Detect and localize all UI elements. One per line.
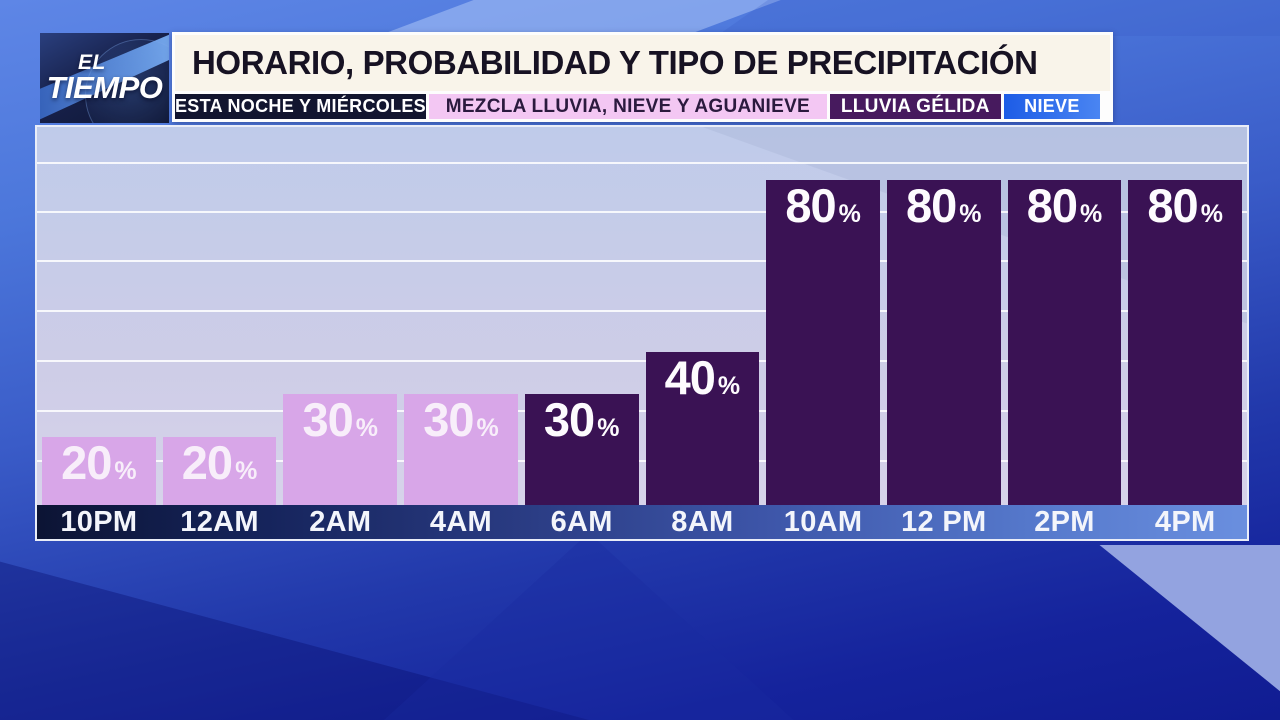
axis-label-12am: 12AM xyxy=(180,505,259,538)
gridline xyxy=(37,360,1247,362)
axis-label-4pm: 4PM xyxy=(1154,505,1216,538)
bar-10pm: 20% xyxy=(42,437,156,505)
axis-label-2am: 2AM xyxy=(309,505,372,538)
bar-value-label: 30% xyxy=(423,393,499,446)
bar-12am: 20% xyxy=(162,436,277,505)
bar-value-label: 30% xyxy=(302,393,379,446)
plot-area: 20% 20% 30% 30% 30% 40% 80% 80% 80% 80% xyxy=(37,127,1247,505)
el-tiempo-logo: EL TIEMPO xyxy=(40,33,169,123)
precipitation-chart: 20% 20% 30% 30% 30% 40% 80% 80% 80% 80% 10PM 12AM 2… xyxy=(35,125,1249,541)
header: HORARIO, PROBABILIDAD Y TIPO DE PRECIPIT… xyxy=(172,32,1113,122)
bar-6am: 30% xyxy=(524,393,639,505)
bar-value-label: 80% xyxy=(1147,179,1223,232)
timeframe-label: ESTA NOCHE Y MIÉRCOLES xyxy=(175,94,426,119)
legend: ESTA NOCHE Y MIÉRCOLES MEZCLA LLUVIA, NIE… xyxy=(175,91,1110,119)
bar-2am: 30% xyxy=(283,393,398,505)
bar-10am: 80% xyxy=(766,180,880,505)
bar-value-label: 30% xyxy=(543,393,620,446)
gridline xyxy=(37,260,1247,262)
axis-label-10am: 10AM xyxy=(783,505,863,538)
bar-12pm: 80% xyxy=(886,179,1001,505)
bar-8am: 40% xyxy=(645,351,760,505)
axis-label-10pm: 10PM xyxy=(60,505,138,538)
gridline xyxy=(37,162,1247,164)
axis-label-6am: 6AM xyxy=(550,505,613,538)
bar-value-label: 40% xyxy=(664,351,741,404)
bar-4am: 30% xyxy=(404,394,518,505)
axis-label-12pm: 12 PM xyxy=(901,505,987,538)
legend-item-freezing-rain: LLUVIA GÉLIDA xyxy=(829,94,1001,119)
bar-value-label: 80% xyxy=(1026,179,1103,232)
bar-2pm: 80% xyxy=(1007,179,1122,505)
bar-value-label: 20% xyxy=(181,436,258,489)
gridline xyxy=(37,310,1247,312)
legend-item-mix: MEZCLA LLUVIA, NIEVE Y AGUANIEVE xyxy=(428,94,827,119)
bar-value-label: 80% xyxy=(906,179,982,232)
x-axis: 10PM 12AM 2AM 4AM 6AM 8AM 10AM 12 PM 2PM 4PM xyxy=(37,505,1247,539)
bar-value-label: 80% xyxy=(785,179,861,232)
title-bar: HORARIO, PROBABILIDAD Y TIPO DE PRECIPIT… xyxy=(175,35,1110,91)
page-title: HORARIO, PROBABILIDAD Y TIPO DE PRECIPIT… xyxy=(192,44,1038,81)
axis-label-2pm: 2PM xyxy=(1034,505,1095,538)
axis-label-8am: 8AM xyxy=(671,505,734,538)
legend-item-snow: NIEVE xyxy=(1003,94,1100,119)
logo-line-el: EL xyxy=(78,51,106,75)
gridline xyxy=(37,410,1247,412)
gridline xyxy=(37,211,1247,213)
logo-line-tiempo: TIEMPO xyxy=(46,70,163,106)
axis-label-4am: 4AM xyxy=(429,505,493,538)
bar-4pm: 80% xyxy=(1128,179,1243,505)
bar-value-label: 20% xyxy=(61,436,137,489)
logo-text: EL TIEMPO xyxy=(40,33,169,123)
gridline xyxy=(37,460,1247,462)
bars-row: 20% 20% 30% 30% 30% 40% 80% 80% 80% 80% xyxy=(37,127,1247,505)
